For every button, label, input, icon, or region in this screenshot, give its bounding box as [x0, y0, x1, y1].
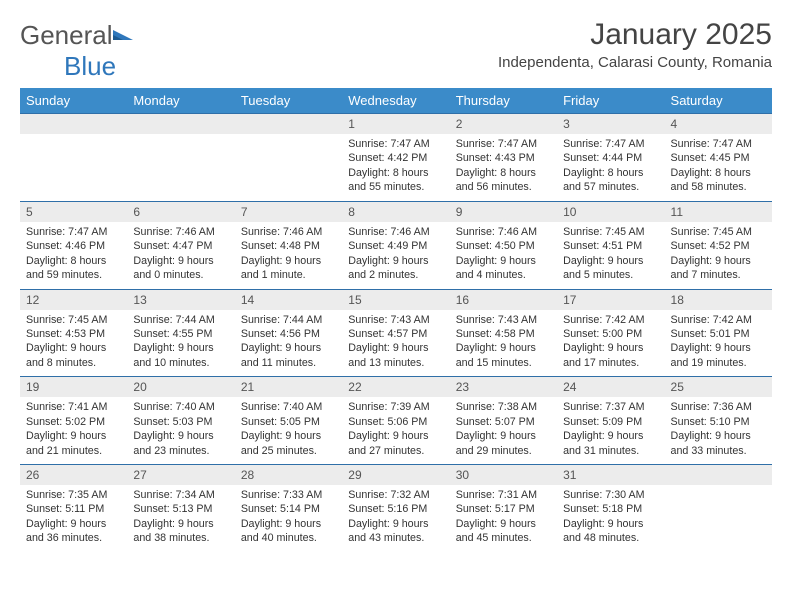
- day-number-cell: 7: [235, 202, 342, 222]
- day-detail-row: Sunrise: 7:47 AMSunset: 4:42 PMDaylight:…: [20, 134, 772, 201]
- day-number-cell: 4: [665, 114, 772, 134]
- day-header: Tuesday: [235, 88, 342, 114]
- day-number-row: 12131415161718: [20, 290, 772, 310]
- day-detail-cell: Sunrise: 7:41 AMSunset: 5:02 PMDaylight:…: [20, 397, 127, 464]
- day-number-cell: [20, 114, 127, 134]
- day-number-cell: 11: [665, 202, 772, 222]
- day-number-cell: [665, 465, 772, 485]
- day-number-cell: 19: [20, 377, 127, 397]
- day-header: Friday: [557, 88, 664, 114]
- day-detail-cell: Sunrise: 7:30 AMSunset: 5:18 PMDaylight:…: [557, 485, 664, 552]
- day-detail-cell: Sunrise: 7:46 AMSunset: 4:50 PMDaylight:…: [450, 222, 557, 289]
- day-header: Saturday: [665, 88, 772, 114]
- day-number-cell: 15: [342, 290, 449, 310]
- day-header: Monday: [127, 88, 234, 114]
- day-detail-row: Sunrise: 7:35 AMSunset: 5:11 PMDaylight:…: [20, 485, 772, 552]
- day-detail-cell: Sunrise: 7:44 AMSunset: 4:55 PMDaylight:…: [127, 310, 234, 377]
- day-detail-cell: Sunrise: 7:33 AMSunset: 5:14 PMDaylight:…: [235, 485, 342, 552]
- day-number-cell: 28: [235, 465, 342, 485]
- day-number-cell: 3: [557, 114, 664, 134]
- day-header: Sunday: [20, 88, 127, 114]
- day-number-cell: 23: [450, 377, 557, 397]
- day-detail-cell: Sunrise: 7:37 AMSunset: 5:09 PMDaylight:…: [557, 397, 664, 464]
- day-detail-cell: Sunrise: 7:47 AMSunset: 4:45 PMDaylight:…: [665, 134, 772, 201]
- day-number-cell: 27: [127, 465, 234, 485]
- day-number-cell: 1: [342, 114, 449, 134]
- day-detail-cell: Sunrise: 7:35 AMSunset: 5:11 PMDaylight:…: [20, 485, 127, 552]
- calendar-body: 1234Sunrise: 7:47 AMSunset: 4:42 PMDayli…: [20, 114, 772, 552]
- day-number-cell: 2: [450, 114, 557, 134]
- title-block: January 2025 Independenta, Calarasi Coun…: [498, 18, 772, 71]
- day-detail-cell: Sunrise: 7:45 AMSunset: 4:52 PMDaylight:…: [665, 222, 772, 289]
- day-detail-cell: Sunrise: 7:46 AMSunset: 4:49 PMDaylight:…: [342, 222, 449, 289]
- day-number-row: 1234: [20, 114, 772, 134]
- day-number-cell: 30: [450, 465, 557, 485]
- day-detail-cell: Sunrise: 7:45 AMSunset: 4:51 PMDaylight:…: [557, 222, 664, 289]
- day-detail-cell: Sunrise: 7:44 AMSunset: 4:56 PMDaylight:…: [235, 310, 342, 377]
- logo-text-blue: Blue: [64, 51, 116, 81]
- day-number-row: 262728293031: [20, 465, 772, 485]
- day-number-cell: 25: [665, 377, 772, 397]
- day-number-cell: 21: [235, 377, 342, 397]
- day-number-cell: 10: [557, 202, 664, 222]
- day-number-cell: 29: [342, 465, 449, 485]
- day-detail-cell: Sunrise: 7:40 AMSunset: 5:03 PMDaylight:…: [127, 397, 234, 464]
- day-number-cell: 8: [342, 202, 449, 222]
- day-number-cell: 24: [557, 377, 664, 397]
- day-number-cell: 6: [127, 202, 234, 222]
- day-header: Thursday: [450, 88, 557, 114]
- day-number-cell: 22: [342, 377, 449, 397]
- day-detail-cell: Sunrise: 7:47 AMSunset: 4:42 PMDaylight:…: [342, 134, 449, 201]
- logo-flag-icon: [111, 20, 135, 50]
- day-detail-cell: Sunrise: 7:38 AMSunset: 5:07 PMDaylight:…: [450, 397, 557, 464]
- day-detail-cell: Sunrise: 7:43 AMSunset: 4:57 PMDaylight:…: [342, 310, 449, 377]
- day-detail-cell: Sunrise: 7:42 AMSunset: 5:00 PMDaylight:…: [557, 310, 664, 377]
- day-detail-cell: Sunrise: 7:39 AMSunset: 5:06 PMDaylight:…: [342, 397, 449, 464]
- day-number-cell: [127, 114, 234, 134]
- day-detail-row: Sunrise: 7:41 AMSunset: 5:02 PMDaylight:…: [20, 397, 772, 464]
- day-detail-cell: Sunrise: 7:32 AMSunset: 5:16 PMDaylight:…: [342, 485, 449, 552]
- day-number-cell: 18: [665, 290, 772, 310]
- day-detail-cell: Sunrise: 7:45 AMSunset: 4:53 PMDaylight:…: [20, 310, 127, 377]
- day-detail-row: Sunrise: 7:45 AMSunset: 4:53 PMDaylight:…: [20, 310, 772, 377]
- day-number-cell: 20: [127, 377, 234, 397]
- day-number-row: 19202122232425: [20, 377, 772, 397]
- day-number-cell: 14: [235, 290, 342, 310]
- day-detail-cell: Sunrise: 7:46 AMSunset: 4:47 PMDaylight:…: [127, 222, 234, 289]
- day-detail-cell: Sunrise: 7:42 AMSunset: 5:01 PMDaylight:…: [665, 310, 772, 377]
- day-header: Wednesday: [342, 88, 449, 114]
- day-detail-row: Sunrise: 7:47 AMSunset: 4:46 PMDaylight:…: [20, 222, 772, 289]
- day-detail-cell: Sunrise: 7:34 AMSunset: 5:13 PMDaylight:…: [127, 485, 234, 552]
- day-number-cell: 26: [20, 465, 127, 485]
- day-detail-cell: Sunrise: 7:47 AMSunset: 4:44 PMDaylight:…: [557, 134, 664, 201]
- day-detail-cell: Sunrise: 7:43 AMSunset: 4:58 PMDaylight:…: [450, 310, 557, 377]
- day-detail-cell: Sunrise: 7:47 AMSunset: 4:46 PMDaylight:…: [20, 222, 127, 289]
- calendar-table: SundayMondayTuesdayWednesdayThursdayFrid…: [20, 88, 772, 552]
- location-text: Independenta, Calarasi County, Romania: [498, 54, 772, 71]
- day-number-cell: 9: [450, 202, 557, 222]
- day-number-row: 567891011: [20, 202, 772, 222]
- day-detail-cell: Sunrise: 7:40 AMSunset: 5:05 PMDaylight:…: [235, 397, 342, 464]
- day-detail-cell: [665, 485, 772, 552]
- calendar-header-row: SundayMondayTuesdayWednesdayThursdayFrid…: [20, 88, 772, 114]
- month-title: January 2025: [498, 18, 772, 52]
- day-number-cell: 12: [20, 290, 127, 310]
- day-detail-cell: Sunrise: 7:46 AMSunset: 4:48 PMDaylight:…: [235, 222, 342, 289]
- day-number-cell: [235, 114, 342, 134]
- day-number-cell: 13: [127, 290, 234, 310]
- logo-text-general: General: [20, 20, 113, 50]
- page-header: GeneralBlue January 2025 Independenta, C…: [20, 18, 772, 82]
- day-number-cell: 31: [557, 465, 664, 485]
- day-detail-cell: [20, 134, 127, 201]
- day-detail-cell: Sunrise: 7:36 AMSunset: 5:10 PMDaylight:…: [665, 397, 772, 464]
- day-detail-cell: [127, 134, 234, 201]
- logo-text: GeneralBlue: [20, 20, 135, 82]
- day-detail-cell: [235, 134, 342, 201]
- day-number-cell: 5: [20, 202, 127, 222]
- day-detail-cell: Sunrise: 7:47 AMSunset: 4:43 PMDaylight:…: [450, 134, 557, 201]
- logo: GeneralBlue: [20, 20, 135, 82]
- day-detail-cell: Sunrise: 7:31 AMSunset: 5:17 PMDaylight:…: [450, 485, 557, 552]
- day-number-cell: 16: [450, 290, 557, 310]
- day-number-cell: 17: [557, 290, 664, 310]
